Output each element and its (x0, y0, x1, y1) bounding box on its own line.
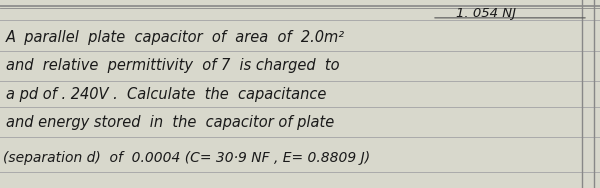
Text: A  parallel  plate  capacitor  of  area  of  2.0m²: A parallel plate capacitor of area of 2.… (6, 30, 345, 45)
Text: a pd of . 240V .  Calculate  the  capacitance: a pd of . 240V . Calculate the capacitan… (6, 86, 326, 102)
Text: and energy stored  in  the  capacitor of plate: and energy stored in the capacitor of pl… (6, 115, 334, 130)
Text: 1. 054 NJ: 1. 054 NJ (456, 7, 516, 20)
Text: and  relative  permittivity  of 7  is charged  to: and relative permittivity of 7 is charge… (6, 58, 340, 73)
Text: (separation d)  of  0.0004 (C= 30·9 NF , E= 0.8809 J): (separation d) of 0.0004 (C= 30·9 NF , E… (3, 151, 370, 165)
